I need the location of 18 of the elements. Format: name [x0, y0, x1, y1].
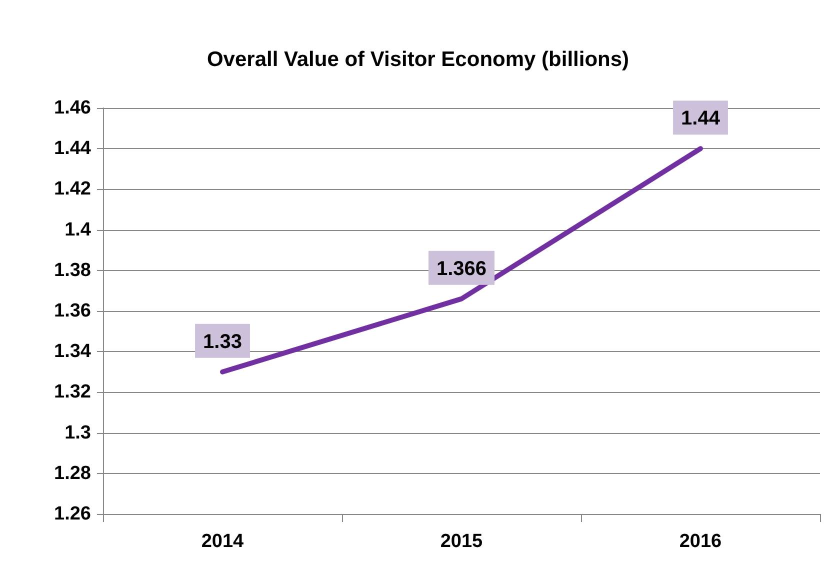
data-label: 1.44: [681, 108, 721, 130]
y-tick-label: 1.32: [54, 382, 91, 403]
y-tick-label: 1.42: [54, 178, 91, 200]
data-label: 1.33: [203, 330, 242, 353]
y-tick-label: 1.46: [54, 98, 91, 118]
chart-title: Overall Value of Visitor Economy (billions): [206, 48, 630, 71]
x-tick-label: 2016: [679, 531, 722, 552]
x-tick-label: 2014: [201, 531, 244, 552]
x-tick-label: 2015: [440, 531, 484, 552]
y-tick-label: 1.36: [54, 300, 91, 322]
y-tick-label: 1.34: [54, 341, 92, 362]
y-tick-label: 1.3: [64, 422, 91, 444]
y-tick-label: 1.38: [54, 260, 91, 281]
y-tick-label: 1.44: [54, 138, 92, 160]
data-label: 1.366: [436, 258, 487, 280]
y-tick-label: 1.26: [54, 504, 91, 524]
y-tick-label: 1.28: [54, 462, 91, 484]
y-tick-label: 1.4: [64, 219, 92, 240]
